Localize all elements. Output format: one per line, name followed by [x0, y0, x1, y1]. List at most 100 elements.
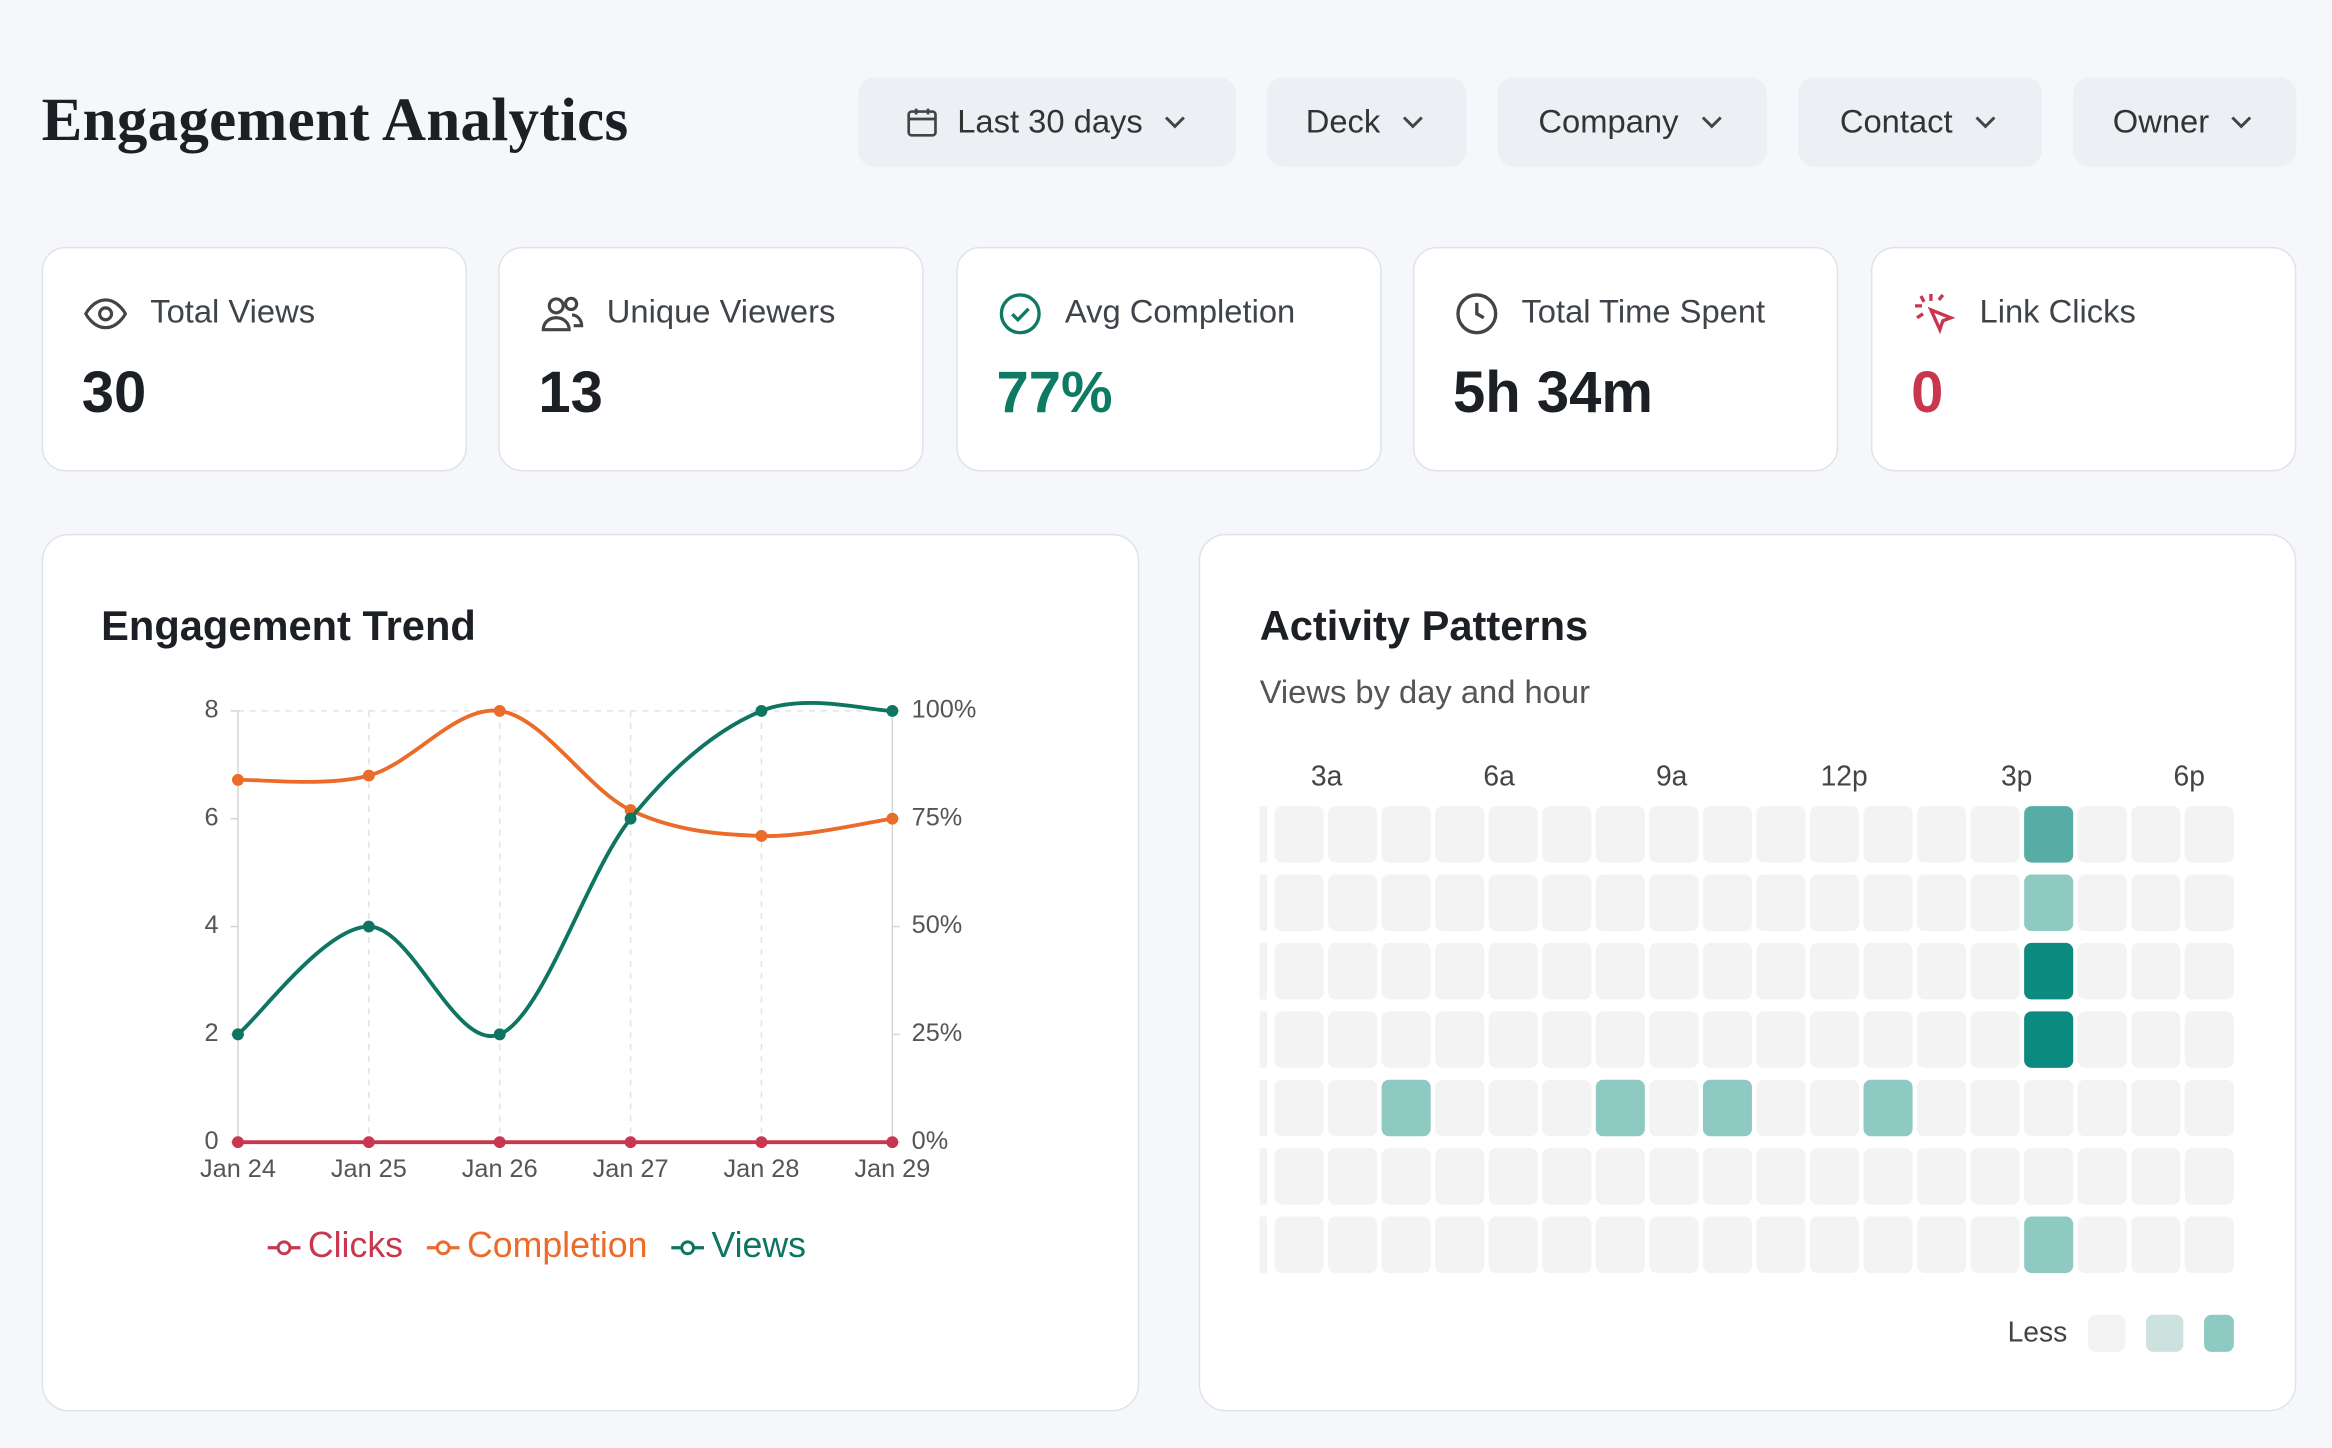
heat-cell — [1595, 1011, 1645, 1068]
x-tick-label: Jan 27 — [593, 1155, 669, 1183]
heat-cell — [1970, 806, 2020, 863]
heat-cell — [1542, 1011, 1592, 1068]
legend-dot — [680, 1240, 696, 1256]
clock-icon — [1456, 293, 1498, 335]
heat-cell — [1756, 1148, 1806, 1205]
heat-cell — [1488, 942, 1538, 1000]
heat-cell — [1809, 1216, 1860, 1274]
heat-cell — [1702, 874, 1752, 932]
legend-label: Views — [711, 1225, 806, 1265]
heat-cell — [2184, 874, 2234, 932]
stat-value: 77% — [996, 361, 1113, 426]
y-tick-label: 2 — [205, 1019, 219, 1047]
cell-edge — [1259, 1148, 1268, 1205]
filter-label: Contact — [1839, 102, 1953, 140]
legend-item: Completion — [426, 1225, 647, 1265]
calendar-icon — [906, 108, 937, 137]
filter-label: Deck — [1305, 102, 1381, 140]
data-point — [886, 1136, 899, 1149]
chevron — [1402, 116, 1423, 129]
heat-cell — [1274, 874, 1324, 932]
heat-cell — [2184, 806, 2234, 863]
stat-label: Link Clicks — [1979, 292, 2136, 331]
heat-cell — [1917, 1148, 1967, 1205]
heat-cell — [1381, 1079, 1431, 1137]
heat-cell — [2077, 1011, 2127, 1068]
data-point — [755, 1136, 768, 1149]
heat-cell — [1381, 1148, 1431, 1205]
heat-cell — [1274, 942, 1324, 1000]
stat-card: Total Time Spent 5h 34m — [1412, 246, 1839, 472]
page-title: Engagement Analytics — [41, 84, 629, 154]
heat-cell — [1274, 1148, 1324, 1205]
heat-cell — [1702, 1148, 1752, 1205]
heat-cell — [1702, 1216, 1752, 1274]
heat-cell — [1274, 1011, 1324, 1068]
heat-cell — [1970, 1079, 2020, 1137]
company-filter[interactable]: Company — [1497, 77, 1767, 167]
x-tick-label: 12p — [1821, 759, 1868, 791]
heat-cell — [2184, 1148, 2234, 1205]
heat-cell — [1756, 1216, 1806, 1274]
heat-cell — [1542, 1148, 1592, 1205]
heat-cell — [2077, 874, 2127, 932]
heat-cell — [1917, 942, 1967, 1000]
heat-cell — [1649, 1011, 1699, 1068]
x-tick-label: 3a — [1311, 759, 1343, 791]
date-filter[interactable]: Last 30 days — [858, 77, 1236, 167]
y2-tick-label: 50% — [912, 911, 963, 939]
filter-label: Last 30 days — [957, 102, 1143, 140]
stat-label: Avg Completion — [1064, 292, 1296, 331]
heat-cell — [1488, 1148, 1538, 1205]
heat-cell — [2024, 874, 2074, 932]
deck-filter[interactable]: Deck — [1267, 77, 1467, 167]
x-tick-label: 6a — [1483, 759, 1515, 791]
x-tick-label: Jan 26 — [462, 1155, 538, 1183]
heat-cell — [1863, 806, 1913, 863]
heat-cell — [2131, 1148, 2181, 1205]
y-tick-label: 0 — [205, 1127, 219, 1155]
heat-cell — [1756, 942, 1806, 1000]
stat-label: Unique Viewers — [606, 292, 836, 331]
heat-cell — [1328, 874, 1378, 932]
x-tick-label: 6p — [2173, 759, 2204, 791]
eye-icon — [83, 298, 128, 330]
stat-value: 30 — [81, 361, 147, 426]
heat-cell — [1809, 874, 1860, 932]
heat-cell — [1863, 1216, 1913, 1274]
heat-cell — [2131, 1079, 2181, 1137]
heat-cell — [1595, 806, 1645, 863]
owner-filter[interactable]: Owner — [2073, 77, 2297, 167]
heat-cell — [1863, 1011, 1913, 1068]
heat-cell — [1756, 874, 1806, 932]
heat-cell — [1435, 806, 1485, 863]
heat-cell — [2024, 942, 2074, 1000]
heat-cell — [1917, 806, 1967, 863]
data-point — [493, 704, 506, 717]
cell-edge — [1259, 1079, 1268, 1137]
heat-cell — [1649, 1148, 1699, 1205]
heat-cell — [1863, 874, 1913, 932]
trend-panel — [41, 533, 1140, 1412]
heat-cell — [1381, 1011, 1431, 1068]
heat-cell — [2024, 1079, 2074, 1137]
heat-cell — [2184, 1216, 2234, 1274]
heat-cell — [1809, 1148, 1860, 1205]
series-line — [237, 708, 893, 838]
heat-cell — [1595, 1216, 1645, 1274]
heat-cell — [1917, 1011, 1967, 1068]
y-tick-label: 6 — [205, 803, 219, 831]
heat-cell — [1917, 1079, 1967, 1137]
heat-cell — [2184, 1011, 2234, 1068]
heat-cell — [2024, 806, 2074, 863]
heat-cell — [1809, 942, 1860, 1000]
heat-cell — [1863, 942, 1913, 1000]
heat-cell — [1328, 806, 1378, 863]
contact-filter[interactable]: Contact — [1798, 77, 2042, 167]
chart-title: Engagement Trend — [101, 602, 476, 649]
heat-cell — [1435, 874, 1485, 932]
heat-cell — [2024, 1148, 2074, 1205]
